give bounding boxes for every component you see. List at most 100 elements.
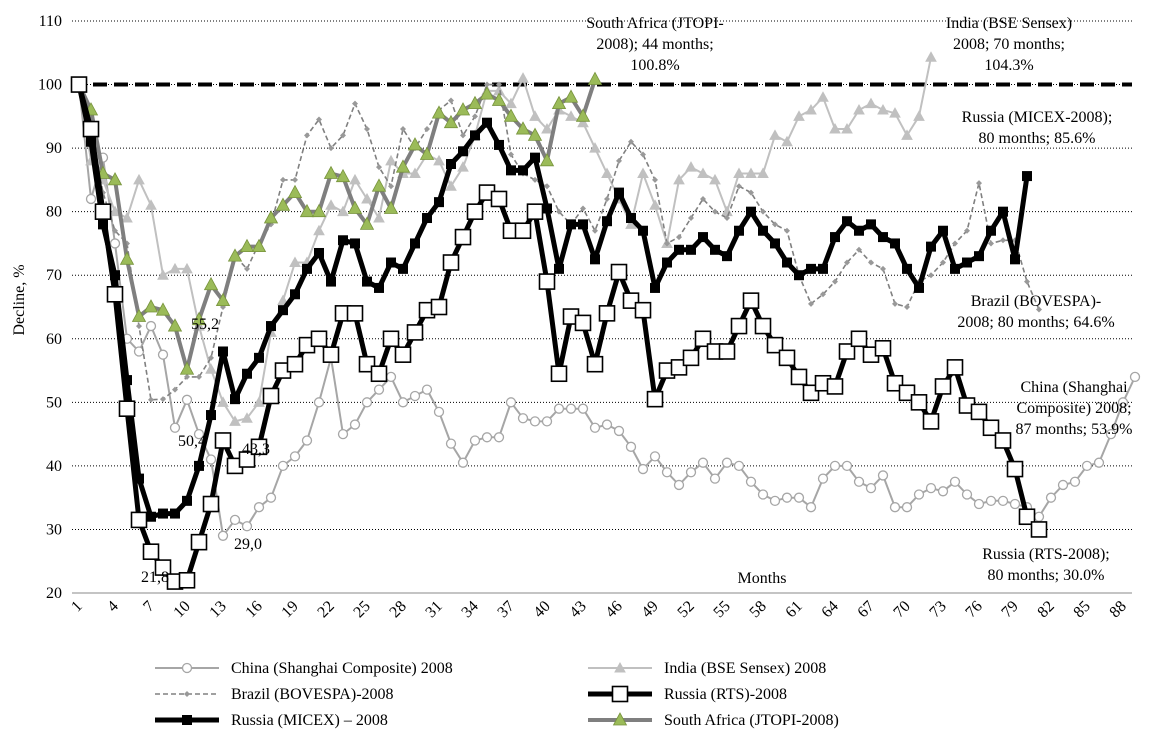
data-point: [409, 390, 421, 402]
series-end-annotation: Russia (MICEX-2008);: [962, 109, 1113, 126]
y-tick-label: 30: [46, 521, 62, 538]
data-point: [652, 176, 658, 183]
data-point: [479, 86, 495, 100]
data-point: [638, 225, 648, 236]
data-point: [361, 192, 373, 204]
data-point: [262, 387, 280, 405]
x-tick-label: 16: [242, 598, 265, 621]
data-point: [601, 167, 613, 179]
data-point: [229, 514, 241, 526]
data-point: [575, 108, 591, 122]
data-point: [838, 343, 856, 360]
data-point: [206, 410, 216, 421]
x-tick-label: 52: [674, 598, 697, 621]
x-tick-label: 31: [422, 598, 445, 621]
data-point: [877, 103, 889, 115]
data-point: [133, 173, 145, 185]
x-tick-label: 82: [1034, 598, 1057, 621]
data-point: [877, 470, 889, 481]
point-value-label: 55,2: [191, 316, 219, 333]
data-point: [217, 396, 229, 407]
data-point: [730, 317, 748, 335]
data-point: [574, 314, 592, 332]
data-point: [433, 406, 445, 418]
data-point: [674, 244, 684, 255]
data-point: [191, 311, 207, 326]
data-point: [698, 232, 708, 243]
data-point: [491, 92, 507, 106]
data-point: [376, 164, 382, 171]
data-point: [1033, 511, 1045, 522]
data-point: [278, 305, 288, 316]
data-point: [194, 460, 204, 471]
data-point: [514, 222, 532, 240]
data-point: [613, 425, 625, 437]
data-point: [997, 495, 1009, 506]
data-point: [925, 482, 937, 494]
data-point: [70, 76, 88, 93]
data-point: [280, 176, 286, 183]
data-point: [994, 432, 1012, 449]
data-point: [634, 301, 652, 319]
data-point: [1069, 476, 1081, 487]
data-point: [551, 95, 567, 110]
data-point: [976, 180, 982, 187]
data-point: [676, 234, 682, 241]
data-point: [865, 97, 877, 109]
y-tick-label: 50: [46, 394, 62, 411]
legend-label: South Africa (JTOPI-2008): [664, 712, 839, 729]
data-point: [337, 428, 349, 440]
data-point: [323, 165, 339, 179]
data-point: [253, 396, 265, 407]
data-point: [760, 208, 766, 215]
data-point: [988, 240, 994, 247]
data-point: [589, 142, 601, 153]
data-point: [205, 363, 217, 374]
data-point: [580, 205, 586, 212]
data-point: [214, 432, 232, 449]
legend-item: India (BSE Sensex) 2008: [588, 660, 826, 677]
data-point: [505, 97, 517, 109]
data-point: [964, 227, 970, 234]
data-point: [565, 110, 577, 121]
x-tick-label: 76: [962, 598, 985, 621]
data-point: [769, 129, 781, 140]
data-point: [265, 492, 277, 503]
x-tick-label: 73: [926, 598, 949, 621]
y-tick-label: 40: [46, 458, 62, 475]
data-point: [143, 299, 159, 313]
data-point: [937, 486, 949, 497]
data-point: [625, 441, 637, 452]
data-point: [746, 206, 756, 217]
x-tick-label: 85: [1070, 598, 1093, 621]
data-point: [460, 132, 466, 139]
data-point: [770, 238, 780, 249]
data-point: [230, 394, 240, 405]
data-point: [565, 403, 577, 414]
data-point: [289, 451, 301, 462]
data-point: [961, 489, 973, 500]
data-point: [685, 161, 697, 172]
data-point: [926, 241, 936, 252]
data-point: [196, 373, 202, 380]
data-point: [133, 346, 145, 357]
data-point: [538, 273, 556, 290]
data-point: [374, 282, 384, 293]
data-point: [202, 495, 220, 513]
data-point: [184, 691, 190, 697]
data-point: [326, 276, 336, 287]
data-point: [455, 102, 471, 116]
data-point: [121, 211, 133, 223]
data-point: [854, 225, 864, 236]
data-point: [688, 215, 694, 222]
series-end-annotation: India (BSE Sensex): [946, 15, 1072, 32]
x-tick-label: 22: [314, 598, 337, 621]
data-point: [446, 159, 456, 169]
point-labels: 55,2 50,4 43,3 29,0 21,8: [141, 316, 270, 586]
data-point: [748, 189, 754, 196]
data-point: [85, 193, 97, 205]
x-tick-label: 58: [746, 598, 769, 621]
x-tick-label: 37: [494, 598, 517, 621]
series-russia-rts-2008: [70, 76, 1048, 590]
data-point: [109, 205, 121, 217]
